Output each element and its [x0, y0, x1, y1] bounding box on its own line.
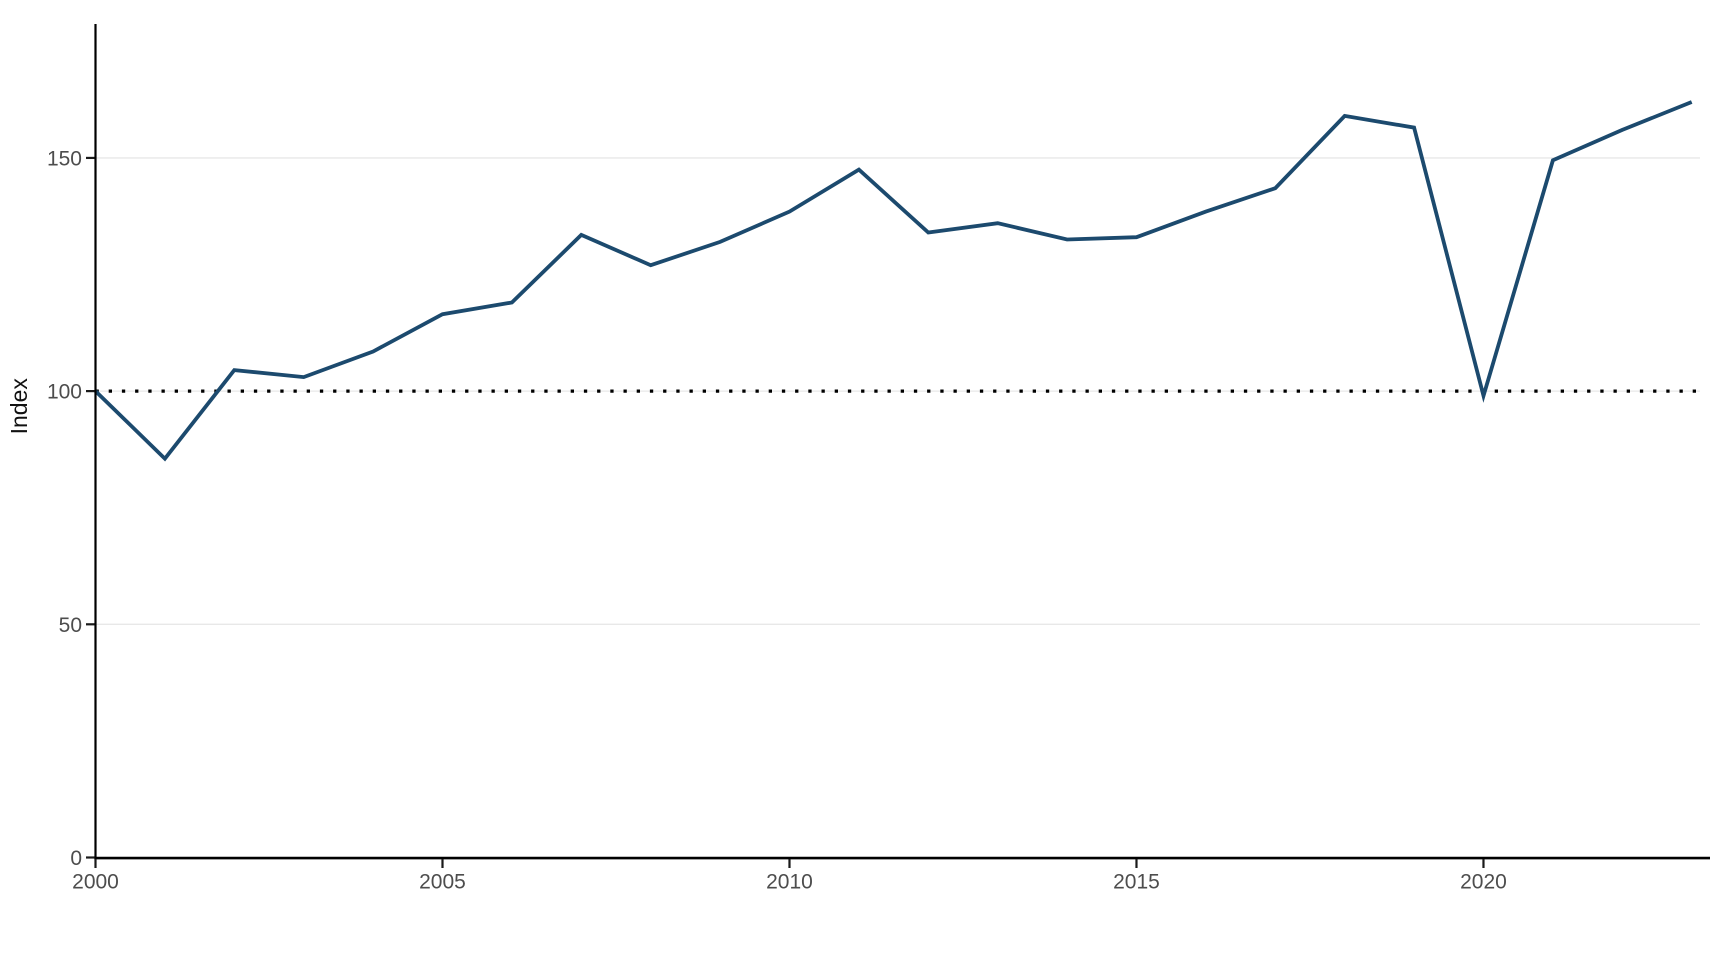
data-line-Index	[94, 100, 1693, 462]
x-tick-label-2005: 2005	[419, 871, 466, 894]
y-tick-label-0: 0	[70, 847, 82, 870]
x-tick-label-2010: 2010	[766, 871, 813, 894]
y-tick-label-150: 150	[47, 147, 82, 170]
y-axis-title: Index	[6, 378, 32, 435]
y-tick-label-50: 50	[59, 614, 82, 637]
x-tick-label-2000: 2000	[72, 871, 119, 894]
x-tick-label-2015: 2015	[1113, 871, 1160, 894]
x-tick-label-2020: 2020	[1460, 871, 1507, 894]
y-tick-label-100: 100	[47, 381, 82, 404]
